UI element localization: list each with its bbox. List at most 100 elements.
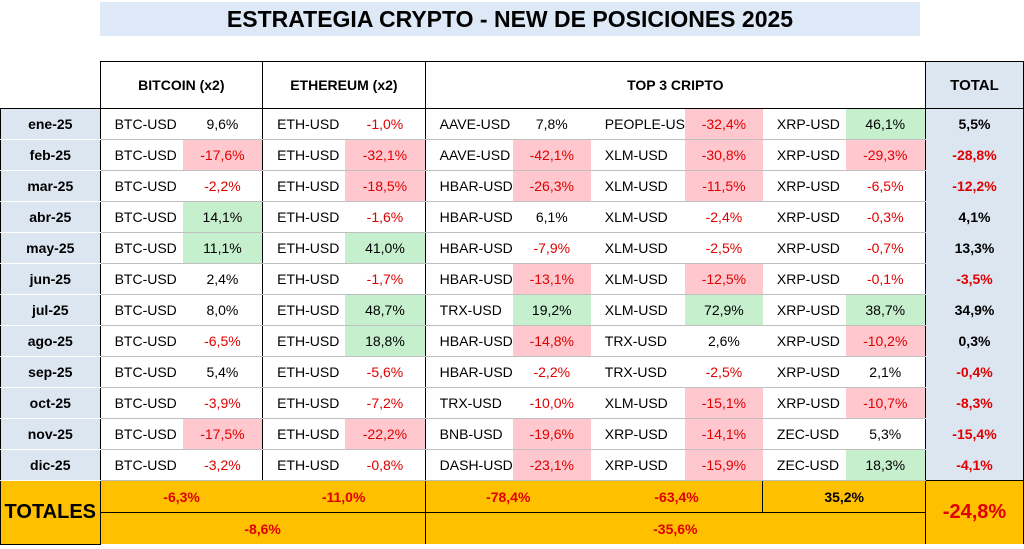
btc-return: 5,4% [182,356,263,388]
eth-symbol: ETH-USD [262,108,346,140]
top3-third-symbol: XRP-USD [762,356,846,388]
btc-symbol: BTC-USD [99,263,183,295]
eth-symbol: ETH-USD [262,418,346,450]
eth-return: -1,0% [345,108,426,140]
table-row: nov-25 BTC-USD -17,5% ETH-USD -22,2% BNB-USD -… [0,418,1024,450]
table-row: mar-25 BTC-USD -2,2% ETH-USD -18,5% HBAR-USD -… [0,170,1024,202]
top3-first-symbol: DASH-USD [424,449,513,481]
eth-return: 48,7% [345,294,426,326]
top3-first-return: -19,6% [512,418,591,450]
table-row: dic-25 BTC-USD -3,2% ETH-USD -0,8% DASH-USD -2… [0,449,1024,481]
top3-third-symbol: XRP-USD [762,201,846,233]
btc-symbol: BTC-USD [99,325,183,357]
top3-first-symbol: HBAR-USD [424,325,513,357]
month-label: abr-25 [0,201,101,233]
row-total: -28,8% [924,139,1024,171]
total-btc: -6,3% [100,480,263,513]
top3-third-return: 38,7% [845,294,926,326]
top3-third-symbol: XRP-USD [762,325,846,357]
top3-second-return: -2,4% [684,201,763,233]
top3-first-symbol: AAVE-USD [424,108,513,140]
top3-third-return: 5,3% [845,418,926,450]
row-total: 4,1% [924,201,1024,233]
top3-second-return: -30,8% [684,139,763,171]
btc-return: -3,2% [182,449,263,481]
top3-first-symbol: BNB-USD [424,418,513,450]
btc-return: -2,2% [182,170,263,202]
page-title: ESTRATEGIA CRYPTO - NEW DE POSICIONES 20… [100,2,920,36]
top3-first-symbol: AAVE-USD [424,139,513,171]
top3-second-return: -32,4% [684,108,763,140]
top3-first-return: -23,1% [512,449,591,481]
top3-second-symbol: XLM-USD [590,294,685,326]
eth-symbol: ETH-USD [262,325,346,357]
top3-first-return: -2,2% [512,356,591,388]
top3-first-return: 7,8% [512,108,591,140]
month-label: ene-25 [0,108,101,140]
eth-return: 18,8% [345,325,426,357]
grand-total: -24,8% [924,480,1024,544]
top3-third-return: -10,7% [845,387,926,419]
table-row: jul-25 BTC-USD 8,0% ETH-USD 48,7% TRX-USD 19,2… [0,294,1024,326]
top3-third-symbol: XRP-USD [762,387,846,419]
top3-third-symbol: ZEC-USD [762,449,846,481]
btc-return: 11,1% [182,232,263,264]
row-total: -0,4% [924,356,1024,388]
header-total: TOTAL [924,61,1024,109]
top3-second-return: -2,5% [684,232,763,264]
top3-second-symbol: XLM-USD [590,387,685,419]
month-label: mar-25 [0,170,101,202]
top3-first-symbol: HBAR-USD [424,263,513,295]
top3-third-return: 18,3% [845,449,926,481]
eth-symbol: ETH-USD [262,201,346,233]
top3-third-symbol: XRP-USD [762,263,846,295]
top3-first-return: -7,9% [512,232,591,264]
table-row: ago-25 BTC-USD -6,5% ETH-USD 18,8% HBAR-USD -1… [0,325,1024,357]
btc-symbol: BTC-USD [99,294,183,326]
btc-symbol: BTC-USD [99,108,183,140]
btc-symbol: BTC-USD [99,139,183,171]
top3-third-return: -0,1% [845,263,926,295]
top3-second-return: -2,5% [684,356,763,388]
eth-return: -0,8% [345,449,426,481]
top3-third-return: -0,7% [845,232,926,264]
top3-first-return: -13,1% [512,263,591,295]
month-label: may-25 [0,232,101,264]
month-label: jun-25 [0,263,101,295]
top3-third-symbol: XRP-USD [762,294,846,326]
header-ethereum: ETHEREUM (x2) [262,61,426,109]
eth-return: 41,0% [345,232,426,264]
top3-second-symbol: XLM-USD [590,170,685,202]
top3-second-symbol: TRX-USD [590,356,685,388]
row-total: 5,5% [924,108,1024,140]
eth-return: -32,1% [345,139,426,171]
row-total: -3,5% [924,263,1024,295]
results-table: BITCOIN (x2) ETHEREUM (x2) TOP 3 CRIPTO … [0,61,1024,545]
table-row: jun-25 BTC-USD 2,4% ETH-USD -1,7% HBAR-USD -13… [0,263,1024,295]
total-top3-second: -63,4% [590,480,763,513]
eth-symbol: ETH-USD [262,387,346,419]
top3-first-symbol: HBAR-USD [424,356,513,388]
top3-third-symbol: ZEC-USD [762,418,846,450]
top3-first-return: -14,8% [512,325,591,357]
eth-symbol: ETH-USD [262,294,346,326]
totals-combined-row: -8,6% -35,6% [1,512,1024,544]
eth-symbol: ETH-USD [262,356,346,388]
eth-symbol: ETH-USD [262,139,346,171]
row-total: 34,9% [924,294,1024,326]
header-top3: TOP 3 CRIPTO [424,61,926,109]
row-total: -12,2% [924,170,1024,202]
btc-return: 8,0% [182,294,263,326]
top3-second-return: -15,9% [684,449,763,481]
eth-return: -18,5% [345,170,426,202]
table-row: oct-25 BTC-USD -3,9% ETH-USD -7,2% TRX-USD -10… [0,387,1024,419]
eth-symbol: ETH-USD [262,449,346,481]
top3-third-symbol: XRP-USD [762,108,846,140]
btc-return: 9,6% [182,108,263,140]
table-row: may-25 BTC-USD 11,1% ETH-USD 41,0% HBAR-USD -7… [0,232,1024,264]
totals-row: TOTALES -6,3% -11,0% -78,4% -63,4% 35,2% -24,8… [0,480,1024,545]
month-label: feb-25 [0,139,101,171]
top3-first-symbol: HBAR-USD [424,170,513,202]
top3-second-symbol: XRP-USD [590,418,685,450]
btc-symbol: BTC-USD [99,356,183,388]
